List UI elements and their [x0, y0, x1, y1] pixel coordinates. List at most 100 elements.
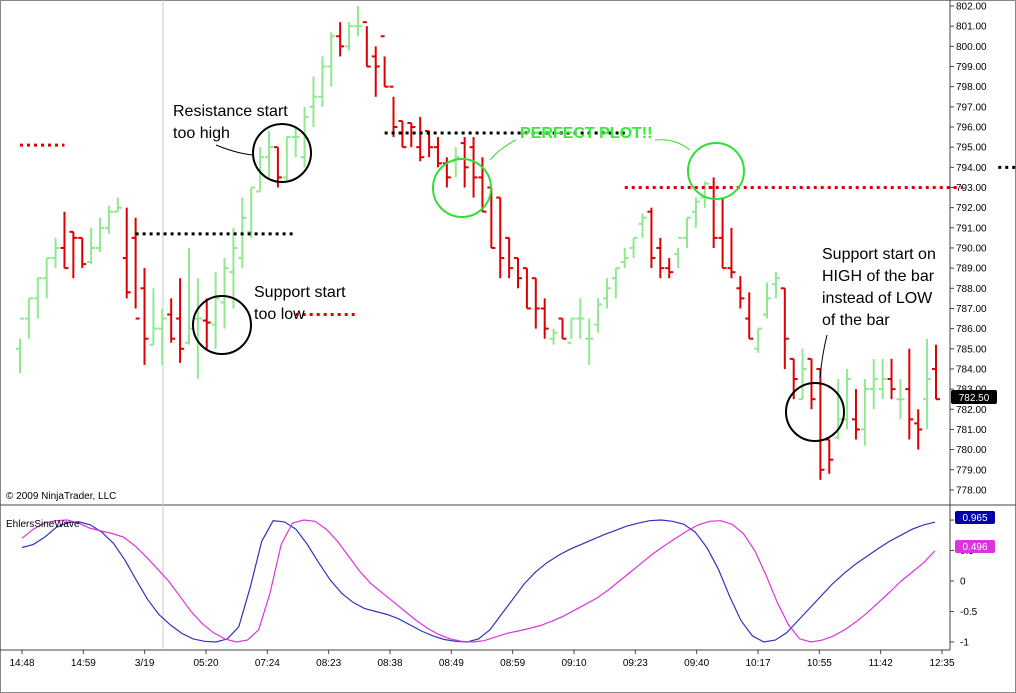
sine-wave-lines [21, 519, 936, 643]
circle-perfect-2 [687, 142, 745, 200]
time-tick-label: 11:42 [869, 658, 894, 669]
circle-support-on-high [785, 382, 845, 442]
time-tick-label: 14:59 [71, 658, 96, 669]
last-price-badge: 782.50 [951, 390, 997, 404]
ohlc-bar [780, 287, 789, 369]
ohlc-bar [425, 130, 434, 158]
support-resistance-lines [20, 131, 1016, 317]
price-tick-label: 793.00 [956, 183, 987, 194]
ohlc-bar [247, 186, 256, 238]
ohlc-bar [211, 272, 220, 349]
sine-tick-label: -0.5 [960, 607, 978, 618]
time-tick-label: 12:35 [929, 658, 954, 669]
price-tick-label: 796.00 [956, 123, 987, 134]
ohlc-bar [620, 247, 629, 269]
price-tick-label: 778.00 [956, 485, 987, 496]
ohlc-bar [602, 278, 611, 309]
ohlc-bar [816, 367, 825, 480]
ohlc-bar [407, 121, 416, 148]
price-tick-label: 786.00 [956, 324, 987, 335]
price-tick-label: 788.00 [956, 284, 987, 295]
ohlc-bar [567, 317, 576, 344]
price-tick-label: 780.00 [956, 445, 987, 456]
ohlc-bar [309, 76, 318, 128]
ohlc-bar [460, 137, 469, 188]
ohlc-bar [158, 308, 167, 365]
price-tick-label: 797.00 [956, 102, 987, 113]
sine-tick-label: -1 [960, 637, 969, 648]
time-tick-label: 14:48 [9, 658, 34, 669]
ohlc-bar [691, 197, 700, 228]
ohlc-bar [860, 379, 869, 446]
ohlc-bar [771, 272, 780, 299]
sine-value: 0.965 [962, 513, 987, 524]
callout-line-resistance [215, 144, 255, 156]
ohlc-bar [51, 237, 60, 269]
ohlc-bar [87, 227, 96, 265]
ohlc-bar [265, 131, 274, 178]
circle-perfect-1 [432, 158, 492, 218]
price-tick-label: 779.00 [956, 465, 987, 476]
ohlc-bar [923, 338, 932, 430]
price-tick-label: 800.00 [956, 42, 987, 53]
callout-line-perfect-left [489, 139, 517, 161]
ohlc-bar [433, 137, 442, 168]
price-tick-label: 795.00 [956, 143, 987, 154]
ohlc-bar [371, 46, 380, 97]
ohlc-bar [851, 389, 860, 440]
ohlc-bar [505, 236, 514, 279]
callout-line-perfect-right [654, 139, 691, 151]
annotation-support-low-line1: Support start [254, 284, 346, 301]
callout-line-support-high [819, 334, 828, 379]
ohlc-bar [531, 277, 540, 329]
copyright-text: © 2009 NinjaTrader, LLC [6, 491, 116, 502]
price-tick-label: 789.00 [956, 264, 987, 275]
ohlc-bar [78, 236, 87, 269]
ohlc-bar [576, 298, 585, 339]
ohlc-bar [798, 348, 807, 401]
lead-sine-value: 0.496 [962, 542, 987, 553]
ohlc-bar [718, 197, 727, 270]
annotation-support-high-line1: Support start on [822, 246, 936, 263]
ohlc-bar [932, 344, 940, 401]
ohlc-bar [745, 292, 754, 340]
ohlc-bar [149, 288, 158, 346]
time-tick-label: 10:17 [745, 658, 770, 669]
ohlc-bar [905, 348, 914, 440]
price-tick-label: 801.00 [956, 22, 987, 33]
ohlc-bar [113, 197, 122, 213]
ohlc-bar [594, 298, 603, 333]
time-tick-label: 08:23 [316, 658, 341, 669]
ohlc-bar [638, 213, 647, 238]
ohlc-bar [389, 85, 398, 138]
price-tick-label: 794.00 [956, 163, 987, 174]
circle-support-too-low [192, 295, 252, 355]
ohlc-bar [42, 257, 51, 299]
time-tick-label: 3/19 [135, 658, 155, 669]
ohlc-bar [167, 298, 176, 343]
price-tick-label: 792.00 [956, 203, 987, 214]
ohlc-bar [176, 278, 185, 363]
ohlc-bar [33, 277, 42, 319]
price-tick-label: 802.00 [956, 2, 987, 13]
ohlc-bar [469, 137, 478, 198]
ohlc-bar [763, 282, 772, 319]
price-tick-label: 798.00 [956, 82, 987, 93]
ohlc-bar [398, 119, 407, 149]
ohlc-bar [914, 409, 923, 450]
indicator-title: EhlersSineWave [6, 519, 80, 530]
ohlc-bar [256, 147, 265, 193]
ohlc-bar [611, 267, 620, 299]
ohlc-bar [327, 32, 336, 87]
ohlc-bar [24, 297, 33, 339]
price-tick-label: 785.00 [956, 344, 987, 355]
annotation-support-high-line4: of the bar [822, 312, 890, 329]
ohlc-bar [674, 236, 683, 269]
ohlc-bar [362, 21, 371, 68]
ohlc-bar [16, 317, 24, 373]
time-axis: 14:48 14:59 3/19 05:20 07:24 08:23 08:38 08:49 0… [9, 650, 955, 669]
lead-sine-value-badge: 0.496 [955, 540, 995, 553]
ohlc-bar [416, 116, 425, 162]
ohlc-bar [104, 205, 113, 234]
